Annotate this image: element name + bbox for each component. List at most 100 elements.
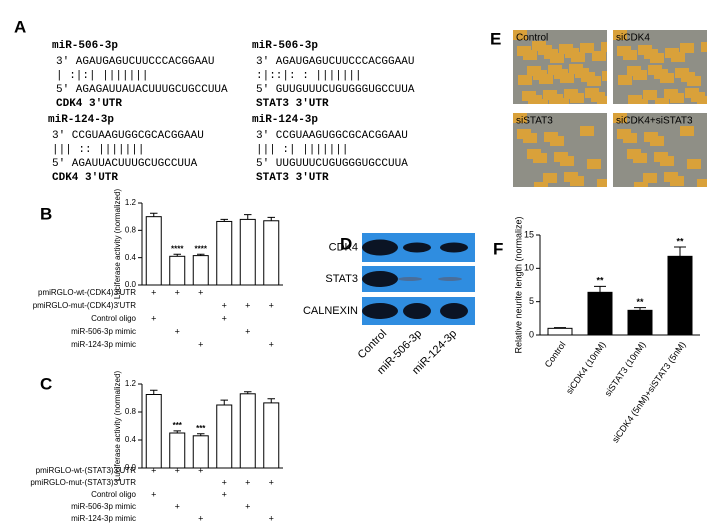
- y-tick-label: 1.2: [125, 198, 137, 207]
- panel-letter: F: [493, 239, 503, 258]
- band: [362, 303, 398, 319]
- error-bar: [244, 214, 252, 220]
- y-tick-label: 10: [524, 263, 534, 273]
- band: [440, 242, 468, 253]
- condition-mark: +: [269, 339, 274, 349]
- bar: [145, 394, 162, 469]
- bar: [169, 255, 186, 286]
- pairing: :|::|: : |||||||: [256, 70, 362, 82]
- condition-mark: +: [151, 465, 156, 475]
- error-bar: [674, 246, 686, 257]
- y-tick-label: 0.0: [125, 280, 137, 289]
- panel-letter: D: [340, 234, 352, 253]
- error-bar: [197, 253, 205, 256]
- error-bar: [173, 253, 181, 257]
- error-bar: [173, 430, 181, 433]
- cell-cluster: [685, 88, 699, 98]
- mirna-sequence: 3′ AGAUGAGUCUUCCCACGGAAU: [256, 56, 414, 68]
- panel-letter: C: [40, 374, 52, 393]
- image-label: siCDK4: [616, 33, 650, 44]
- error-bar: [634, 307, 646, 311]
- cell-cluster: [617, 46, 631, 56]
- condition-mark: +: [269, 513, 274, 523]
- cell-cluster: [543, 90, 557, 100]
- mirna-name: miR-506-3p: [52, 40, 118, 52]
- error-bar: [267, 216, 275, 221]
- condition-mark: +: [222, 477, 227, 487]
- y-tick-label: 5: [529, 296, 534, 306]
- cell-cluster: [654, 152, 668, 162]
- image-label: siSTAT3: [516, 116, 553, 127]
- mirna-sequence: 3′ AGAUGAGUCUUCCCACGGAAU: [56, 56, 214, 68]
- condition-label: pmiRGLO-mut-(STAT3)3'UTR: [30, 478, 136, 487]
- target-name: CDK4 3′UTR: [56, 98, 122, 110]
- cell-cluster: [618, 75, 632, 85]
- cell-cluster: [554, 152, 568, 162]
- image-label: siCDK4+siSTAT3: [616, 116, 693, 127]
- mirna-name: miR-506-3p: [252, 40, 318, 52]
- cell-cluster: [597, 179, 607, 187]
- y-tick-label: 0.4: [125, 253, 137, 262]
- cell-cluster: [564, 172, 578, 182]
- condition-mark: +: [151, 313, 156, 323]
- target-name: CDK4 3′UTR: [52, 172, 118, 184]
- cell-cluster: [644, 132, 658, 142]
- band: [440, 303, 468, 319]
- cell-cluster: [664, 172, 678, 182]
- error-bar: [244, 391, 252, 394]
- bar: [192, 255, 209, 286]
- cell-cluster: [580, 126, 594, 136]
- panel-letter: A: [14, 17, 26, 36]
- mirna-sequence: 3′ CCGUAAGUGGCGCACGGAAU: [256, 130, 408, 142]
- error-bar: [220, 399, 228, 405]
- cell-cluster: [638, 45, 652, 55]
- cell-cluster: [680, 43, 694, 53]
- y-tick-label: 1.2: [125, 379, 137, 388]
- cell-cluster: [617, 129, 631, 139]
- image-label: Control: [516, 33, 548, 44]
- mirna-name: miR-124-3p: [252, 114, 318, 126]
- condition-mark: +: [269, 300, 274, 310]
- lane-label: Control: [356, 328, 390, 362]
- significance: **: [596, 276, 604, 286]
- y-axis-label: Luciferase activity (normalized): [113, 189, 122, 300]
- y-tick-label: 0.0: [125, 463, 137, 472]
- panel-letter: E: [490, 29, 501, 48]
- condition-mark: +: [198, 465, 203, 475]
- error-bar: [554, 327, 566, 329]
- condition-mark: +: [245, 477, 250, 487]
- cell-cluster: [585, 88, 599, 98]
- bar: [263, 402, 280, 469]
- target-sequence: 5′ AGAUUACUUUGCUGCCUUA: [52, 158, 198, 170]
- band: [362, 239, 398, 256]
- condition-label: miR-506-3p mimic: [71, 502, 136, 511]
- error-bar: [220, 218, 228, 222]
- band: [362, 271, 398, 287]
- condition-label: miR-124-3p mimic: [71, 514, 136, 523]
- cell-cluster: [592, 51, 606, 61]
- y-tick-label: 0.8: [125, 225, 137, 234]
- bar: [547, 327, 573, 336]
- cell-cluster: [517, 129, 531, 139]
- cell-cluster: [613, 30, 627, 40]
- condition-mark: +: [222, 300, 227, 310]
- condition-mark: +: [198, 287, 203, 297]
- target-name: STAT3 3′UTR: [256, 98, 329, 110]
- band: [403, 303, 431, 319]
- cell-cluster: [601, 42, 607, 52]
- error-bar: [594, 285, 606, 293]
- condition-mark: +: [151, 489, 156, 499]
- pairing: | :|:| |||||||: [56, 70, 148, 82]
- cell-cluster: [627, 149, 641, 159]
- condition-mark: +: [245, 501, 250, 511]
- condition-mark: +: [175, 326, 180, 336]
- mirna-name: miR-124-3p: [48, 114, 114, 126]
- bar: [216, 220, 233, 286]
- cell-cluster: [513, 30, 527, 40]
- protein-label: CALNEXIN: [303, 305, 358, 317]
- bar: [145, 216, 162, 286]
- cell-cluster: [532, 41, 546, 51]
- significance: ***: [196, 424, 206, 433]
- cell-cluster: [665, 48, 679, 58]
